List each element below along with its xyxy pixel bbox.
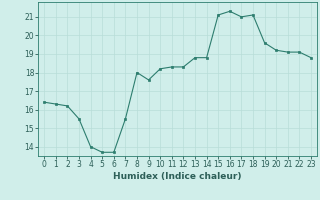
X-axis label: Humidex (Indice chaleur): Humidex (Indice chaleur) bbox=[113, 172, 242, 181]
